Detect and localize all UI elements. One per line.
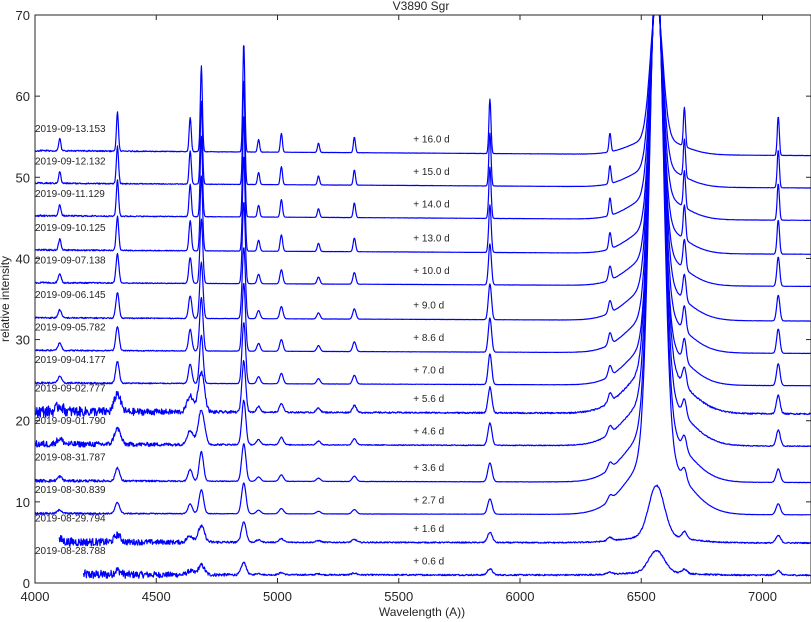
series-offset-label: + 0.6 d xyxy=(413,556,444,567)
series-offset-label: + 15.0 d xyxy=(413,167,449,178)
series-date-label: 2019-09-11.129 xyxy=(35,189,105,200)
series-date-label: 2019-09-06.145 xyxy=(35,290,106,301)
series-label-layer: 2019-08-28.788 + 0.6 d 2019-08-29.794 + 1.6… xyxy=(35,124,450,567)
series-offset-label: + 4.6 d xyxy=(413,427,444,438)
y-tick-label: 60 xyxy=(16,89,30,104)
y-tick-label: 50 xyxy=(16,170,30,185)
x-tick-label: 5000 xyxy=(263,589,292,604)
spectrum-line xyxy=(35,15,811,255)
y-tick-label: 70 xyxy=(16,8,30,23)
spectrum-line xyxy=(35,15,811,288)
chart-title: V3890 Sgr xyxy=(393,0,450,13)
series-date-label: 2019-09-02.777 xyxy=(35,384,106,395)
plot-area xyxy=(34,14,811,584)
series-offset-label: + 8.6 d xyxy=(413,333,444,344)
series-date-label: 2019-09-13.153 xyxy=(35,124,106,135)
series-layer xyxy=(35,15,811,579)
y-tick-label: 30 xyxy=(16,333,30,348)
series-offset-label: + 7.0 d xyxy=(413,366,444,377)
series-date-label: 2019-09-12.132 xyxy=(35,156,106,167)
y-tick-label: 40 xyxy=(16,251,30,266)
x-tick-label: 5500 xyxy=(384,589,413,604)
spectrum-line xyxy=(35,15,811,484)
y-tick-label: 0 xyxy=(23,576,30,591)
spectrum-line xyxy=(35,15,811,189)
series-offset-label: + 3.6 d xyxy=(413,463,444,474)
spectrum-line xyxy=(82,549,811,579)
series-date-label: 2019-09-05.782 xyxy=(35,323,106,334)
x-tick-label: 6000 xyxy=(506,589,535,604)
x-tick-label: 4500 xyxy=(142,589,171,604)
x-tick-label: 7000 xyxy=(748,589,777,604)
axis-layer: 4000 4500 5000 5500 6000 6500 7000 0 10 20 30 40 50 6… xyxy=(16,8,811,604)
spectrum-line xyxy=(35,15,811,516)
series-date-label: 2019-09-07.138 xyxy=(35,255,106,266)
series-date-label: 2019-09-10.125 xyxy=(35,223,106,234)
spectrum-line xyxy=(35,15,811,157)
y-axis-title: relative intensity xyxy=(0,256,12,342)
series-offset-label: + 10.0 d xyxy=(413,266,449,277)
series-offset-label: + 14.0 d xyxy=(413,199,449,210)
series-date-label: 2019-08-30.839 xyxy=(35,485,106,496)
x-tick-label: 4000 xyxy=(21,589,50,604)
series-date-label: 2019-08-29.794 xyxy=(35,513,106,524)
plot-frame xyxy=(34,14,811,584)
spectrum-line xyxy=(35,15,811,355)
spectrum-line xyxy=(35,15,811,419)
series-date-label: 2019-08-28.788 xyxy=(35,546,106,557)
series-date-label: 2019-08-31.787 xyxy=(35,452,106,463)
series-date-label: 2019-09-04.177 xyxy=(35,355,106,366)
series-offset-label: + 5.6 d xyxy=(413,394,444,405)
series-offset-label: + 16.0 d xyxy=(413,134,449,145)
x-tick-label: 6500 xyxy=(627,589,656,604)
spectrum-line xyxy=(35,15,811,322)
y-tick-label: 10 xyxy=(16,495,30,510)
spectrum-line xyxy=(35,15,811,448)
spectrum-line xyxy=(58,484,811,548)
series-offset-label: + 13.0 d xyxy=(413,233,449,244)
series-offset-label: + 9.0 d xyxy=(413,301,444,312)
series-date-label: 2019-09-01.790 xyxy=(35,416,106,427)
x-axis-title: Wavelength (A)) xyxy=(379,605,465,619)
y-tick-label: 20 xyxy=(16,414,30,429)
spectrum-line xyxy=(35,15,811,387)
series-offset-label: + 2.7 d xyxy=(413,495,444,506)
spectrum-line xyxy=(35,15,811,221)
series-offset-label: + 1.6 d xyxy=(413,524,444,535)
